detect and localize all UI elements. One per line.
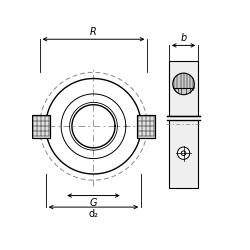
Circle shape [178, 147, 190, 159]
Circle shape [181, 151, 186, 156]
Bar [32, 115, 50, 138]
Text: G: G [90, 198, 97, 208]
Bar [32, 115, 50, 138]
Circle shape [173, 73, 194, 95]
Text: b: b [180, 33, 187, 43]
Text: R: R [90, 27, 97, 37]
Bar [136, 115, 155, 138]
Bar [168, 116, 200, 120]
Bar [169, 61, 198, 188]
Text: d₂: d₂ [88, 210, 99, 220]
Bar [136, 115, 155, 138]
